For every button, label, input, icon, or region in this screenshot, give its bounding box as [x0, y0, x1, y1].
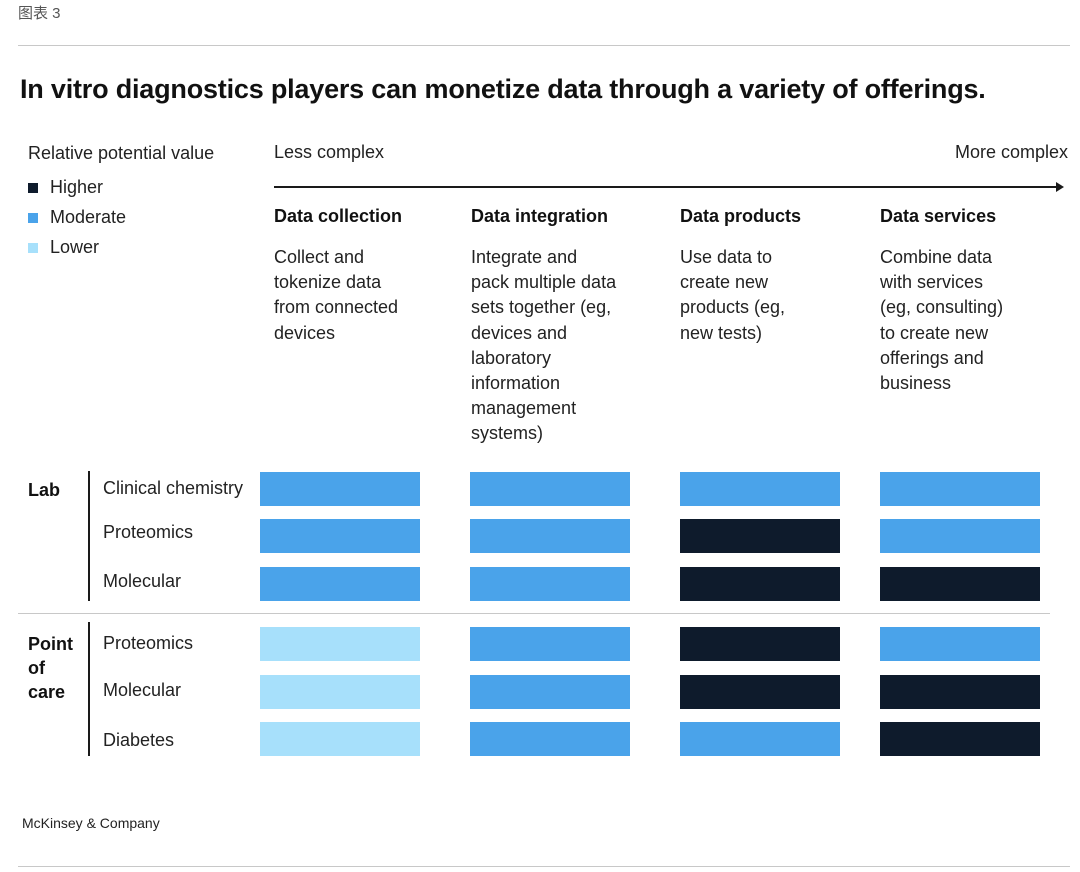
desc-line: create new [680, 272, 769, 293]
cell-lab-molecular-data-services [880, 567, 1040, 601]
desc-line: devices [274, 322, 336, 343]
legend-swatch-moderate [28, 212, 38, 223]
group-label-point-of-care: Point of care [28, 632, 73, 704]
desc-line: Use data to [680, 247, 773, 267]
desc-line: management [471, 398, 577, 419]
desc-line: products (eg, [680, 297, 786, 318]
cell-point-of-care-diabetes-data-services [880, 722, 1040, 756]
exhibit-label: 图表 3 [18, 5, 61, 22]
cell-point-of-care-proteomics-data-products [680, 627, 840, 661]
legend-title: Relative potential value [28, 143, 215, 163]
desc-line: Integrate and [471, 247, 578, 267]
group-label-line: care [28, 682, 66, 702]
legend-label-lower: Lower [50, 237, 100, 257]
cell-lab-proteomics-data-services [880, 519, 1040, 553]
column-title-data-services: Data services [880, 206, 997, 226]
legend-swatch-lower [28, 242, 38, 253]
row-label-lab-proteomics: Proteomics [103, 522, 194, 542]
desc-line: business [880, 373, 952, 394]
cell-lab-molecular-data-products [680, 567, 840, 601]
chart-title: In vitro diagnostics players can monetiz… [20, 74, 986, 104]
desc-line: systems) [471, 423, 543, 444]
complexity-arrow-line [274, 186, 1058, 188]
column-description-data-integration: Integrate and pack multiple data sets to… [471, 245, 616, 447]
cell-lab-clinical-chemistry-data-collection [260, 472, 420, 506]
group-bracket-lab [88, 471, 90, 601]
desc-line: to create new [880, 322, 989, 343]
desc-line: devices and [471, 322, 568, 343]
group-label-line: of [28, 658, 45, 678]
cell-point-of-care-molecular-data-products [680, 675, 840, 709]
cell-lab-clinical-chemistry-data-products [680, 472, 840, 506]
cell-point-of-care-proteomics-data-integration [470, 627, 630, 661]
cell-point-of-care-molecular-data-collection [260, 675, 420, 709]
group-divider [18, 613, 1050, 614]
desc-line: Combine data [880, 247, 993, 267]
column-title-data-products: Data products [680, 206, 802, 226]
column-description-data-collection: Collect and tokenize data from connected… [274, 245, 398, 346]
desc-line: from connected [274, 297, 399, 318]
legend-item-lower: Lower [28, 237, 99, 258]
cell-lab-clinical-chemistry-data-integration [470, 472, 630, 506]
source-label: McKinsey & Company [22, 815, 160, 831]
row-label-lab-molecular: Molecular [103, 571, 182, 591]
desc-line: pack multiple data [471, 272, 617, 293]
group-bracket-point-of-care [88, 622, 90, 756]
row-label-lab-clinical-chemistry: Clinical chemistry [103, 478, 244, 498]
legend-label-moderate: Moderate [50, 207, 127, 227]
cell-lab-clinical-chemistry-data-services [880, 472, 1040, 506]
desc-line: information [471, 373, 561, 394]
desc-line: new tests) [680, 322, 763, 343]
bottom-divider [18, 866, 1070, 867]
cell-point-of-care-proteomics-data-services [880, 627, 1040, 661]
cell-point-of-care-diabetes-data-collection [260, 722, 420, 756]
cell-point-of-care-diabetes-data-products [680, 722, 840, 756]
column-description-data-products: Use data to create new products (eg, new… [680, 245, 785, 346]
top-divider [18, 45, 1070, 46]
legend-item-moderate: Moderate [28, 207, 126, 228]
axis-label-more-complex: More complex [954, 142, 1068, 162]
cell-lab-proteomics-data-products [680, 519, 840, 553]
desc-line: sets together (eg, [471, 297, 612, 318]
cell-lab-molecular-data-integration [470, 567, 630, 601]
desc-line: tokenize data [274, 272, 382, 293]
cell-point-of-care-diabetes-data-integration [470, 722, 630, 756]
legend-item-higher: Higher [28, 177, 103, 198]
group-label-lab: Lab [28, 480, 61, 500]
cell-lab-molecular-data-collection [260, 567, 420, 601]
legend-label-higher: Higher [50, 177, 104, 197]
cell-point-of-care-molecular-data-services [880, 675, 1040, 709]
row-label-poc-proteomics: Proteomics [103, 633, 194, 653]
cell-lab-proteomics-data-integration [470, 519, 630, 553]
row-label-poc-diabetes: Diabetes [103, 730, 175, 750]
desc-line: Collect and [274, 247, 365, 267]
group-label-line: Point [28, 634, 73, 654]
legend-swatch-higher [28, 182, 38, 193]
desc-line: laboratory [471, 347, 552, 368]
cell-lab-proteomics-data-collection [260, 519, 420, 553]
column-title-data-integration: Data integration [471, 206, 609, 226]
row-label-poc-molecular: Molecular [103, 680, 182, 700]
desc-line: (eg, consulting) [880, 297, 1004, 318]
column-title-data-collection: Data collection [274, 206, 403, 226]
desc-line: with services [880, 272, 984, 293]
arrow-head-icon [1056, 182, 1064, 192]
desc-line: offerings and [880, 347, 984, 368]
cell-point-of-care-proteomics-data-collection [260, 627, 420, 661]
cell-point-of-care-molecular-data-integration [470, 675, 630, 709]
axis-label-less-complex: Less complex [274, 142, 385, 162]
column-description-data-services: Combine data with services (eg, consulti… [880, 245, 1003, 396]
